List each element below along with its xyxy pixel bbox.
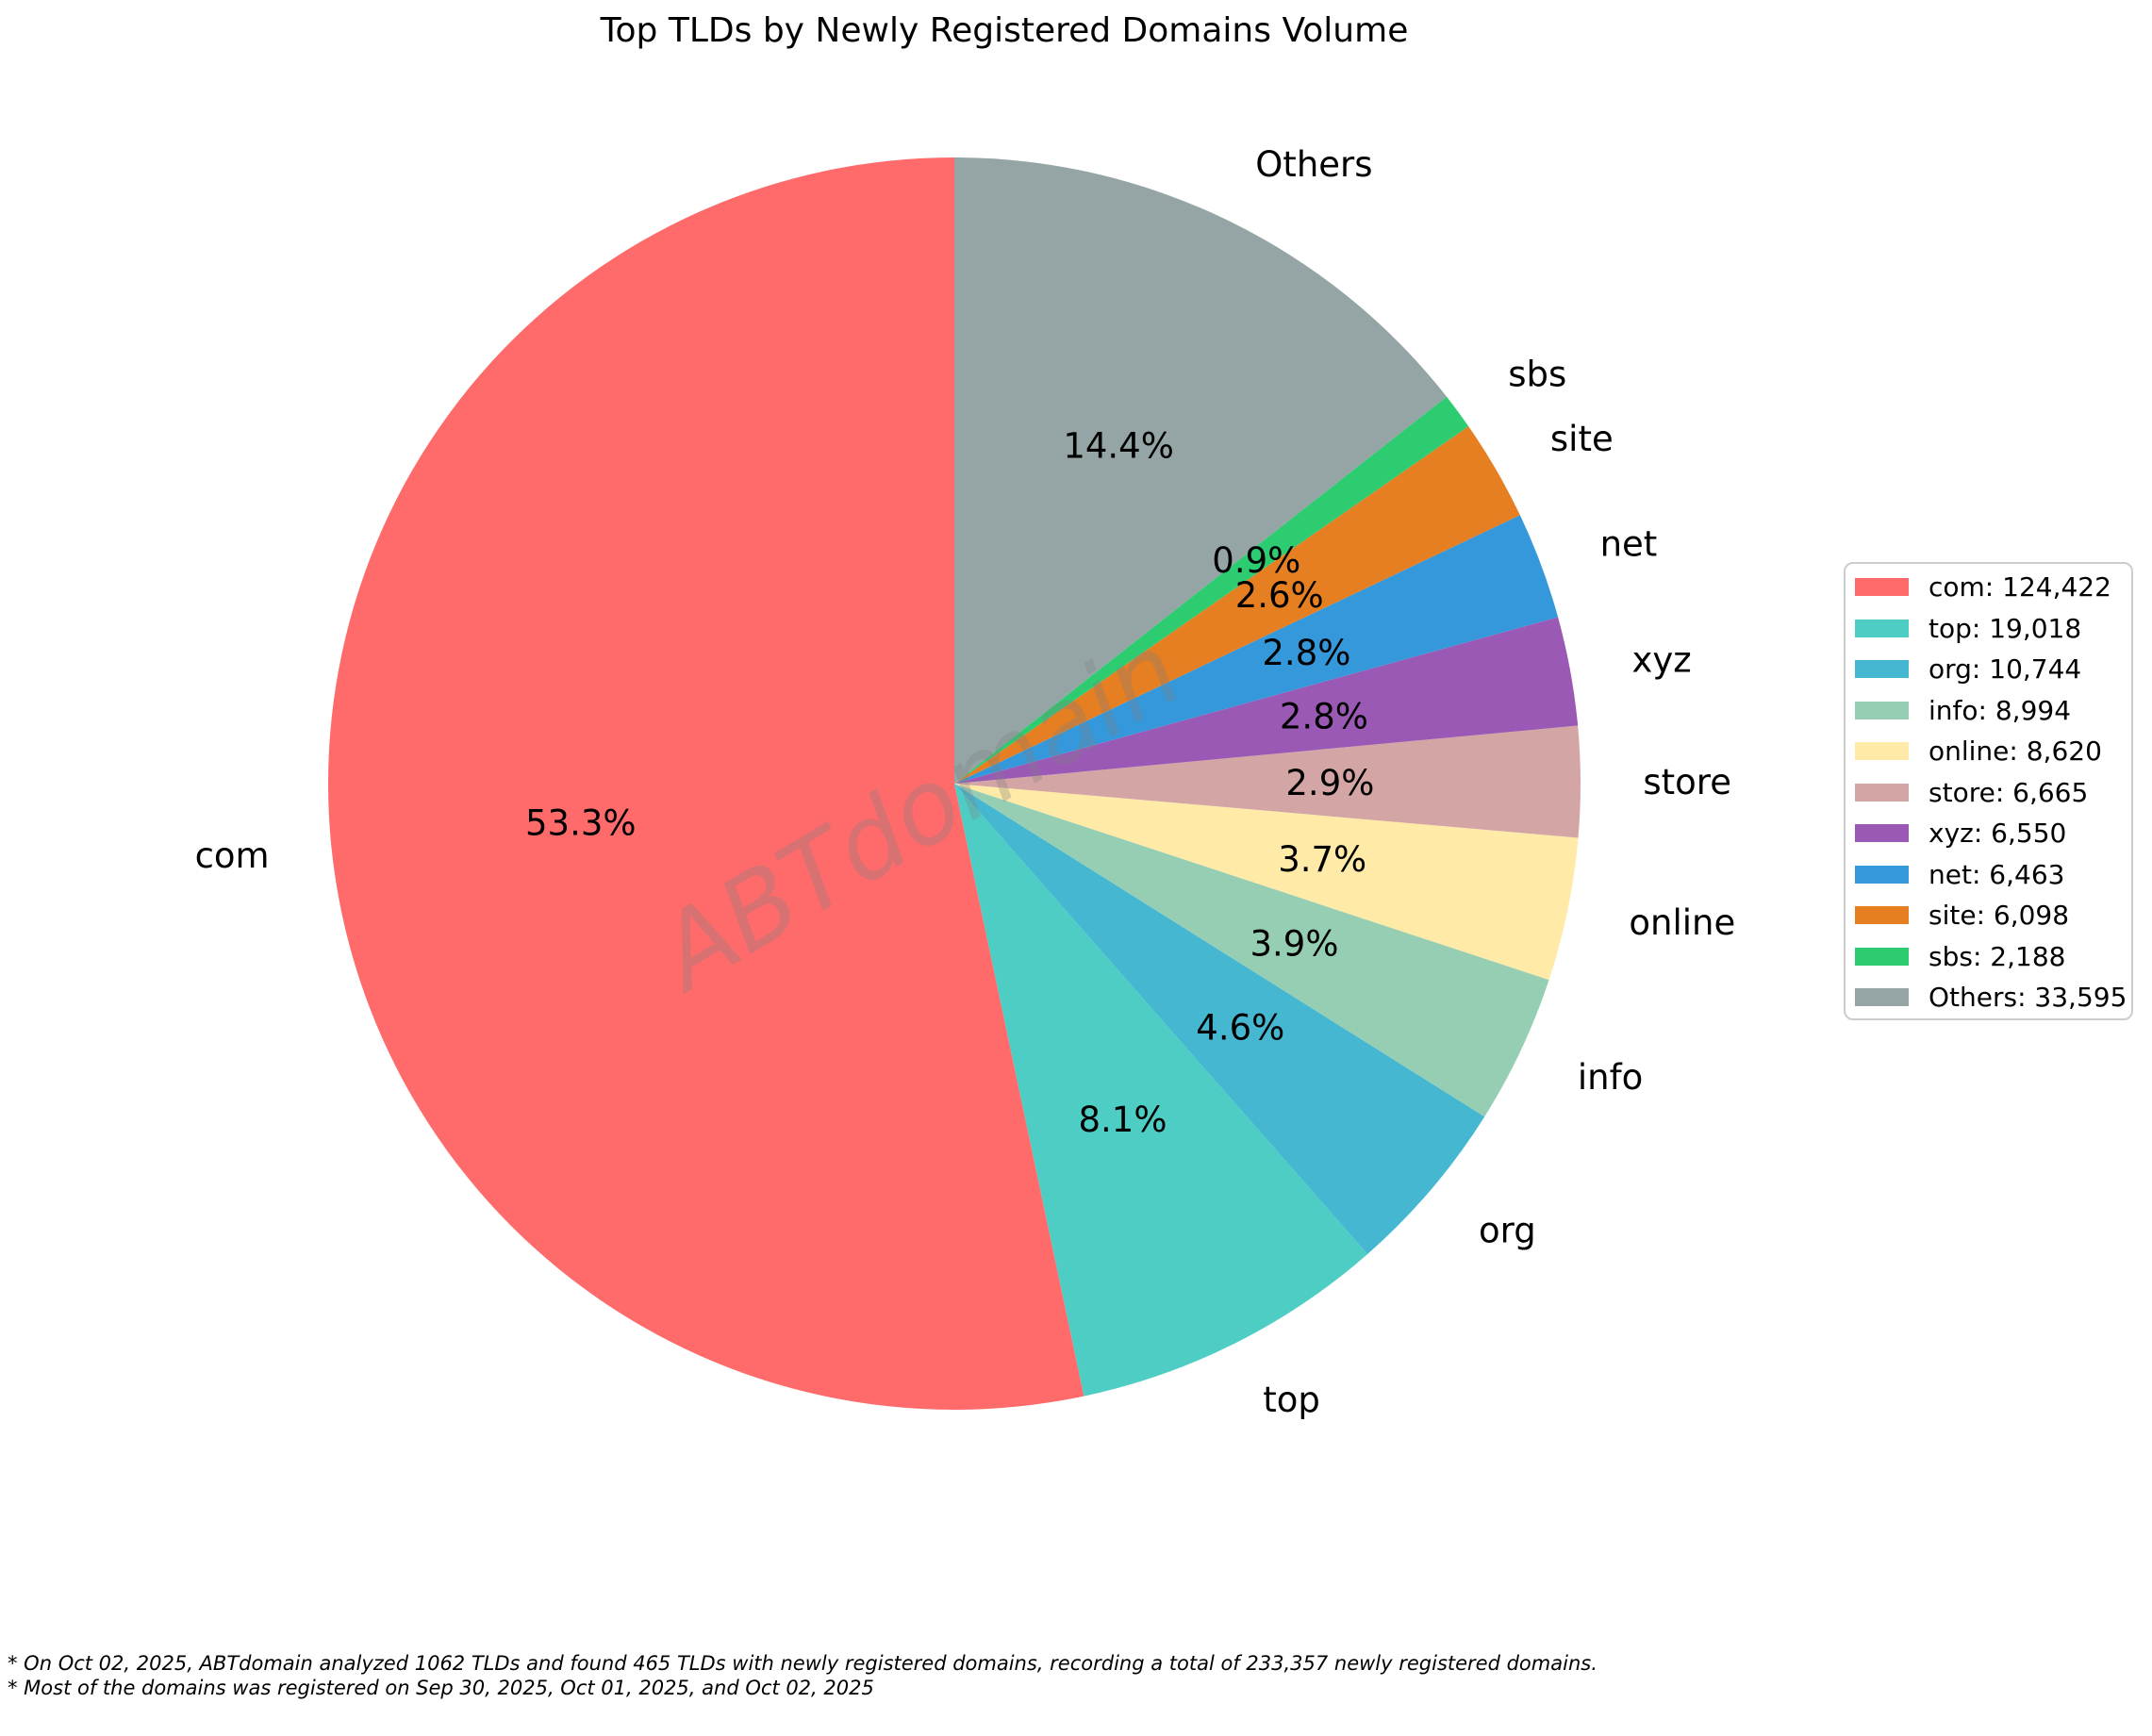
slice-label-Others: Others	[1255, 144, 1372, 185]
legend-label-Others: Others: 33,595	[1929, 982, 2127, 1014]
legend-item-net: net: 6,463	[1855, 854, 2131, 896]
legend-swatch-org	[1855, 660, 1909, 679]
legend-label-sbs: sbs: 2,188	[1929, 940, 2066, 972]
legend-label-store: store: 6,665	[1929, 776, 2089, 808]
slice-pct-site: 2.6%	[1235, 575, 1324, 616]
pie-slices	[327, 157, 1581, 1410]
legend-item-info: info: 8,994	[1855, 690, 2131, 732]
slice-pct-top: 8.1%	[1079, 1099, 1167, 1140]
slice-percentage-labels: 53.3% 8.1% 4.6% 3.9% 3.7% 2.9% 2.8% 2.8% 2.6%0.9…	[525, 426, 1374, 1140]
legend-label-net: net: 6,463	[1929, 858, 2065, 890]
legend-label-org: org: 10,744	[1929, 653, 2082, 686]
slice-pct-online: 3.7%	[1278, 839, 1366, 880]
slice-label-com: com	[195, 835, 270, 876]
slice-label-sbs: sbs	[1508, 355, 1566, 395]
legend-swatch-xyz	[1855, 824, 1909, 843]
legend-swatch-site	[1855, 906, 1909, 925]
legend: com: 124,422 top: 19,018 org: 10,744 info: …	[1844, 562, 2133, 1020]
slice-label-site: site	[1550, 419, 1614, 459]
pie-slice-info	[954, 784, 1549, 1117]
legend-item-com: com: 124,422	[1855, 567, 2131, 608]
legend-swatch-sbs	[1855, 947, 1909, 966]
legend-swatch-net	[1855, 865, 1909, 884]
legend-swatch-online	[1855, 742, 1909, 761]
legend-swatch-com	[1855, 578, 1909, 597]
pie-slice-org	[954, 784, 1485, 1254]
legend-item-site: site: 6,098	[1855, 895, 2131, 936]
slice-label-org: org	[1479, 1211, 1536, 1251]
pie-slice-top	[954, 784, 1368, 1397]
legend-label-top: top: 19,018	[1929, 612, 2082, 644]
legend-item-xyz: xyz: 6,550	[1855, 813, 2131, 854]
slice-pct-store: 2.9%	[1285, 763, 1374, 803]
legend-label-online: online: 8,620	[1929, 736, 2102, 768]
footnotes: * On Oct 02, 2025, ABTdomain analyzed 10…	[8, 1651, 1597, 1700]
legend-item-org: org: 10,744	[1855, 649, 2131, 690]
legend-item-top: top: 19,018	[1855, 608, 2131, 650]
legend-item-store: store: 6,665	[1855, 772, 2131, 814]
slice-label-net: net	[1600, 523, 1658, 564]
slice-labels: com top org info online store xyz net site sbs Oth…	[195, 144, 1736, 1420]
slice-pct-Others: 14.4%	[1063, 426, 1174, 467]
footnote-line-1: * On Oct 02, 2025, ABTdomain analyzed 10…	[8, 1652, 1597, 1675]
pie-slice-online	[954, 784, 1579, 981]
pie-slice-xyz	[954, 617, 1579, 784]
slice-pct-com: 53.3%	[525, 802, 637, 843]
legend-item-sbs: sbs: 2,188	[1855, 936, 2131, 978]
slice-label-top: top	[1263, 1380, 1320, 1420]
legend-swatch-info	[1855, 701, 1909, 719]
pie-slice-store	[954, 725, 1581, 838]
slice-pct-xyz: 2.8%	[1280, 696, 1368, 736]
slice-pct-org: 4.6%	[1196, 1007, 1284, 1048]
legend-label-xyz: xyz: 6,550	[1929, 818, 2067, 850]
pie-slice-com	[327, 157, 1084, 1410]
legend-swatch-store	[1855, 783, 1909, 802]
chart-title: Top TLDs by Newly Registered Domains Vol…	[600, 11, 1409, 50]
pie-slice-sbs	[954, 396, 1469, 784]
legend-label-site: site: 6,098	[1929, 900, 2070, 932]
legend-item-Others: Others: 33,595	[1855, 977, 2131, 1018]
pie-slice-net	[954, 515, 1559, 784]
slice-pct-sbs: 0.9%	[1212, 540, 1300, 581]
legend-label-info: info: 8,994	[1929, 694, 2072, 726]
slice-label-online: online	[1629, 902, 1735, 943]
legend-label-com: com: 124,422	[1929, 571, 2111, 603]
slice-pct-net: 2.8%	[1262, 633, 1350, 673]
slice-pct-info: 3.9%	[1250, 924, 1339, 965]
legend-swatch-Others	[1855, 988, 1909, 1007]
slice-label-info: info	[1578, 1057, 1643, 1098]
legend-swatch-top	[1855, 619, 1909, 637]
pie-slice-site	[954, 426, 1520, 784]
slice-label-xyz: xyz	[1632, 640, 1692, 681]
legend-item-online: online: 8,620	[1855, 731, 2131, 772]
footnote-line-2: * Most of the domains was registered on …	[8, 1677, 874, 1699]
pie-slice-Others	[954, 157, 1447, 784]
slice-label-store: store	[1643, 762, 1731, 802]
